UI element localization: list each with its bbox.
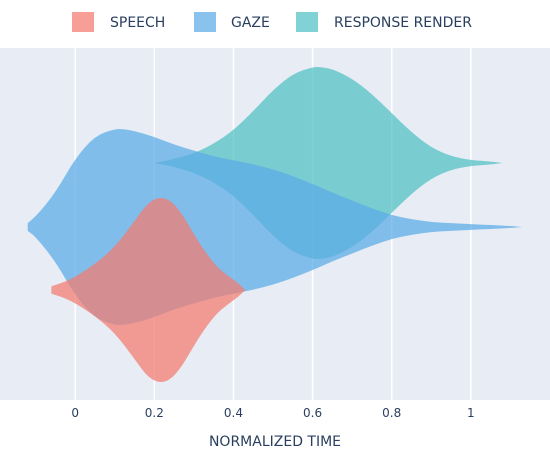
violin-response-render — [154, 67, 503, 259]
x-tick-label-1: 0.2 — [145, 406, 164, 420]
violins — [27, 67, 523, 382]
x-tick-label-5: 1 — [467, 406, 475, 420]
legend: SPEECH GAZE RESPONSE RENDER — [72, 12, 472, 32]
violin-speech — [51, 198, 246, 382]
legend-label-response-render[interactable]: RESPONSE RENDER — [334, 15, 472, 31]
x-tick-label-3: 0.6 — [303, 406, 322, 420]
legend-swatch-response-render[interactable] — [296, 12, 318, 32]
legend-swatch-gaze[interactable] — [194, 12, 216, 32]
legend-label-gaze[interactable]: GAZE — [231, 15, 270, 31]
x-axis-ticks: 0 0.2 0.4 0.6 0.8 1 — [71, 406, 474, 420]
x-tick-label-2: 0.4 — [224, 406, 243, 420]
legend-label-speech[interactable]: SPEECH — [110, 15, 165, 31]
x-tick-label-4: 0.8 — [382, 406, 401, 420]
legend-swatch-speech[interactable] — [72, 12, 94, 32]
x-axis-title: NORMALIZED TIME — [209, 434, 341, 450]
x-tick-label-0: 0 — [71, 406, 79, 420]
